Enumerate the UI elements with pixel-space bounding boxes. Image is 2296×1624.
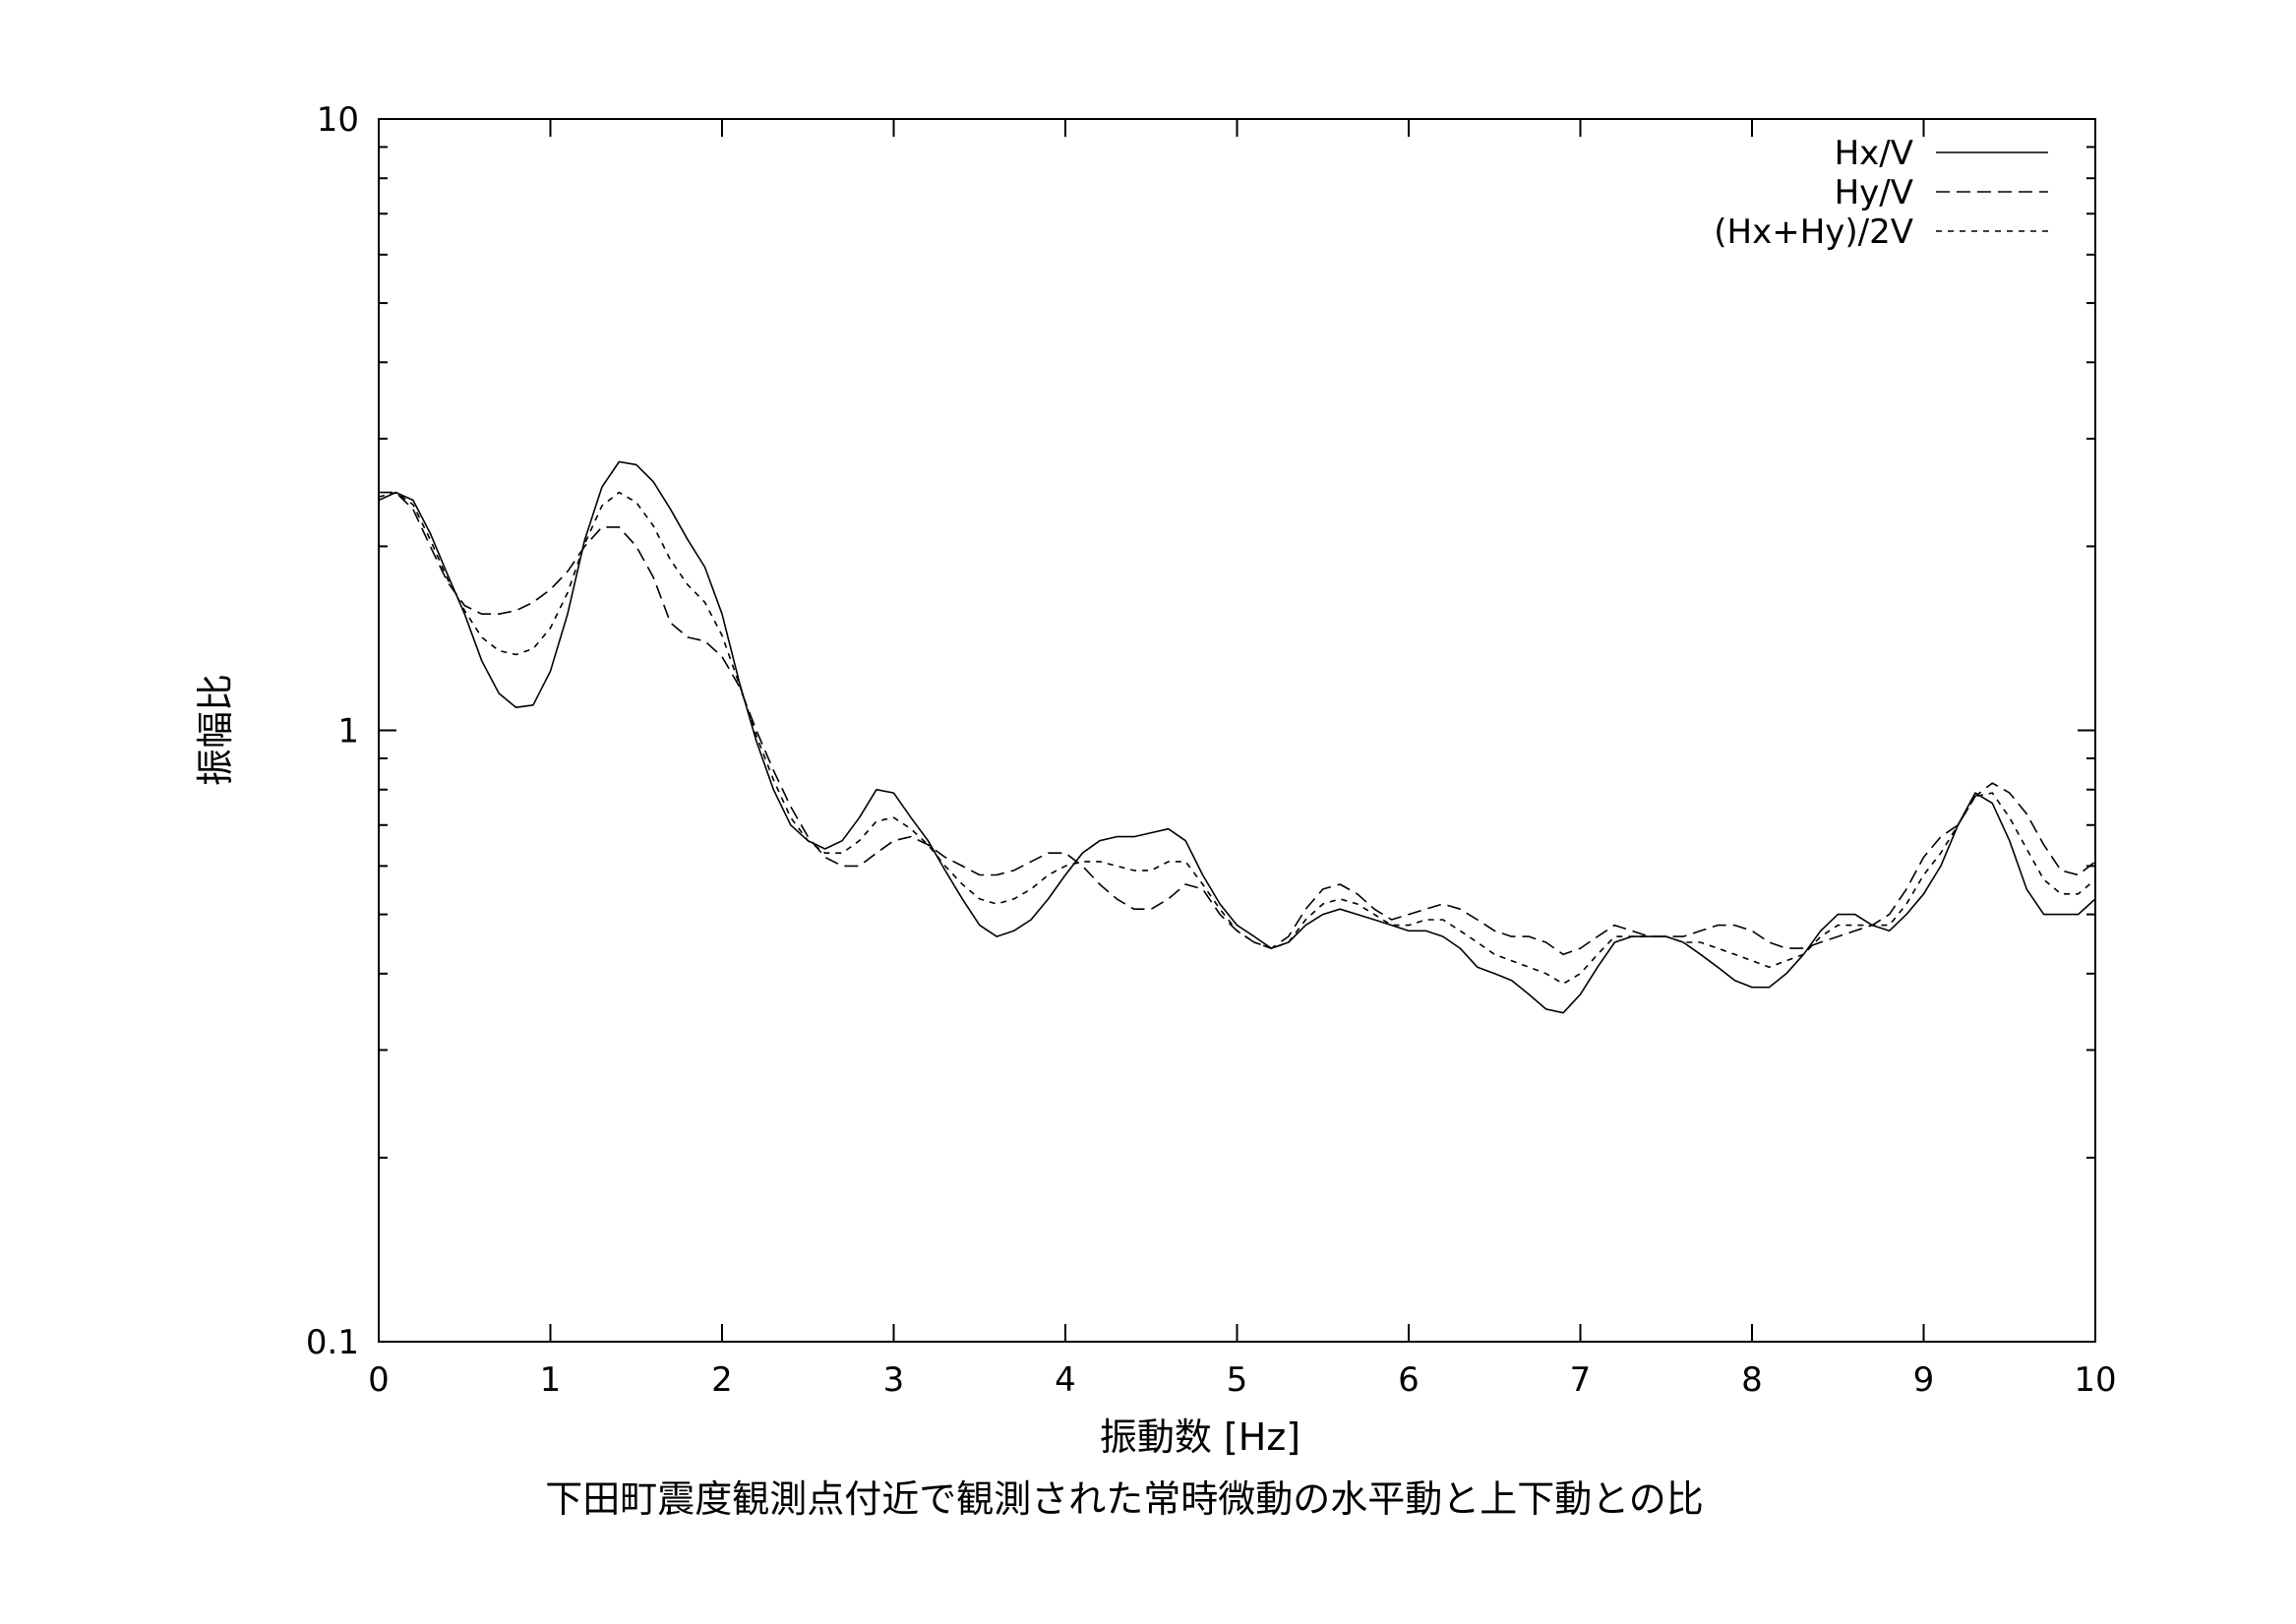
data-lines <box>378 460 2096 1014</box>
x-tick-label: 10 <box>2074 1360 2116 1400</box>
axis-ticks: 0 1 2 3 4 5 6 7 8 9 10 0.1 1 10 <box>306 100 2117 1400</box>
x-tick-label: 9 <box>1913 1360 1935 1400</box>
legend: Hx/VHy/V(Hx+Hy)/2V <box>1714 134 2048 252</box>
y-tick-label: 0.1 <box>306 1323 359 1362</box>
figure-caption: 下田町震度観測点付近で観測された常時微動の水平動と上下動との比 <box>545 1477 1704 1521</box>
x-tick-label: 6 <box>1398 1360 1420 1400</box>
legend-label: Hy/V <box>1835 173 1913 212</box>
plot-frame <box>378 118 2096 1343</box>
legend-label: (Hx+Hy)/2V <box>1714 212 1913 252</box>
x-tick-label: 3 <box>883 1360 905 1400</box>
x-axis-label: 振動数 [Hz] <box>1100 1415 1300 1459</box>
series-line-2 <box>379 491 2096 956</box>
legend-label: Hx/V <box>1835 134 1913 173</box>
y-tick-label: 1 <box>337 712 359 752</box>
x-tick-label: 5 <box>1227 1360 1248 1400</box>
x-tick-label: 1 <box>540 1360 562 1400</box>
x-tick-label: 0 <box>368 1360 390 1400</box>
series-line-1 <box>378 460 2096 1014</box>
y-tick-label: 10 <box>317 100 359 140</box>
series-line-3 <box>378 491 2096 985</box>
x-tick-label: 7 <box>1570 1360 1592 1400</box>
x-tick-label: 2 <box>711 1360 733 1400</box>
x-tick-label: 8 <box>1741 1360 1763 1400</box>
y-axis-label: 振幅比 <box>194 674 237 786</box>
x-tick-label: 4 <box>1055 1360 1076 1400</box>
